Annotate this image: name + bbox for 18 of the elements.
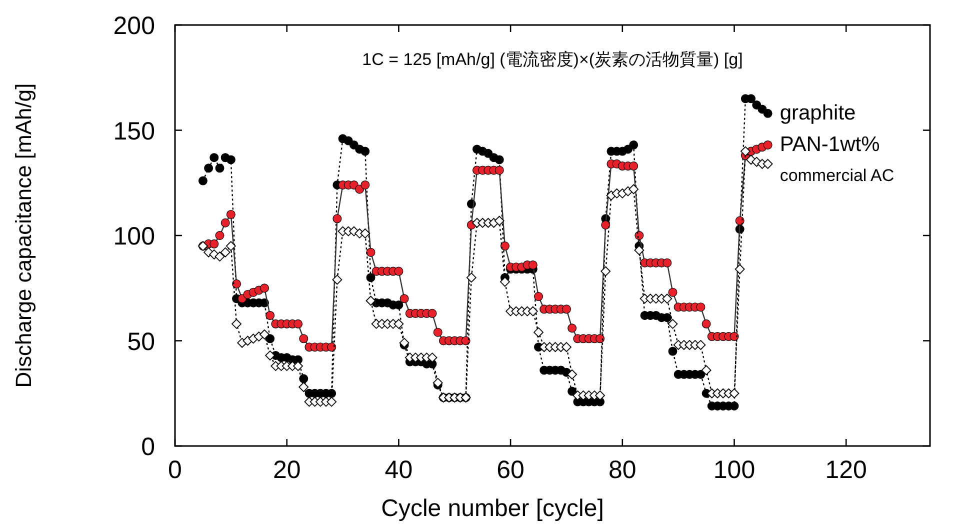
x-axis-title: Cycle number [cycle] <box>381 495 604 522</box>
x-tick-label: 120 <box>825 456 867 484</box>
x-tick-label: 0 <box>168 456 182 484</box>
x-tick-label: 80 <box>608 456 636 484</box>
x-tick-label: 100 <box>713 456 756 484</box>
y-tick-label: 100 <box>113 222 155 250</box>
y-axis-title: Discharge capacitance [mAh/g] <box>11 83 36 388</box>
y-tick-label: 150 <box>113 117 155 146</box>
annotation: 1C = 125 [mAh/g] (電流密度)×(炭素の活物質量) [g] <box>362 50 743 69</box>
x-tick-label: 20 <box>272 456 301 484</box>
series-label: graphite <box>780 101 856 124</box>
legend-label: PAN-1wt% <box>780 132 880 156</box>
x-tick-label: 60 <box>496 456 524 484</box>
y-tick-label: 50 <box>127 328 155 356</box>
series-label: commercial AC <box>780 166 894 185</box>
x-tick-label: 40 <box>384 456 413 484</box>
y-tick-label: 200 <box>113 12 155 40</box>
y-tick-label: 0 <box>141 433 155 461</box>
